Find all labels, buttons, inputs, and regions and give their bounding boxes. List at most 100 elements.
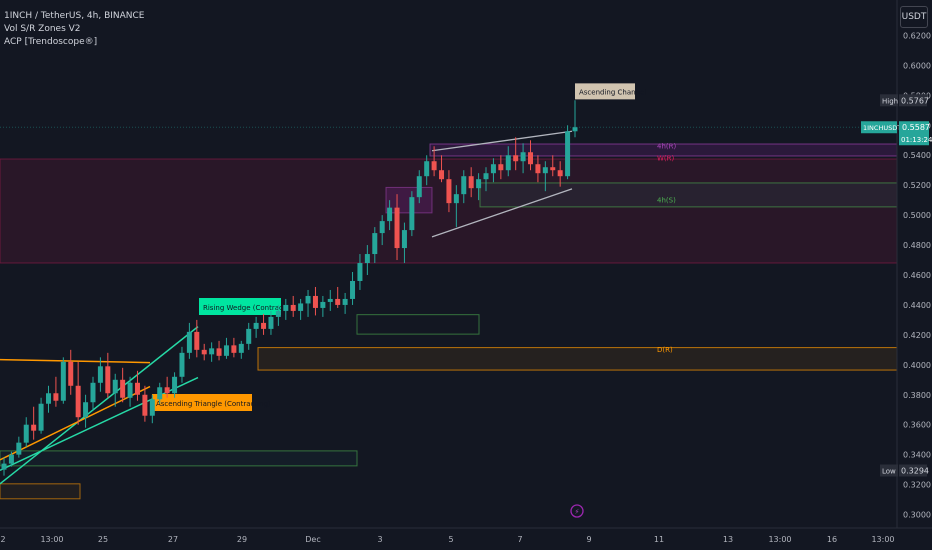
time-tick-label: 11 bbox=[654, 535, 664, 544]
price-tick-label: 0.3400 bbox=[903, 451, 931, 460]
candle-body bbox=[424, 161, 430, 177]
candle bbox=[142, 385, 148, 422]
candle-body bbox=[565, 131, 571, 177]
candle bbox=[60, 357, 66, 404]
candle bbox=[424, 155, 430, 186]
candle bbox=[550, 155, 556, 177]
candle-body bbox=[379, 221, 385, 234]
candle-body bbox=[149, 399, 155, 416]
candle-body bbox=[268, 316, 274, 329]
price-tick-label: 0.3200 bbox=[903, 481, 931, 490]
last-price-value: 0.5587 bbox=[902, 123, 930, 132]
candle-body bbox=[112, 379, 118, 394]
candle-body bbox=[172, 376, 178, 394]
candle bbox=[476, 173, 482, 201]
candle bbox=[105, 352, 111, 398]
candle-body bbox=[60, 361, 66, 401]
candle bbox=[342, 292, 348, 314]
candle-body bbox=[45, 393, 51, 404]
indicator-acp[interactable]: ACP [Trendoscope®] bbox=[4, 37, 98, 47]
candle bbox=[505, 146, 511, 177]
candle-body bbox=[490, 164, 496, 174]
currency-button[interactable]: USDT bbox=[900, 6, 928, 28]
high-label-bg bbox=[880, 94, 898, 107]
candle-body bbox=[505, 155, 511, 171]
label-4h-s: 4h(S) bbox=[657, 196, 676, 204]
candle bbox=[179, 346, 185, 383]
candle-body bbox=[320, 301, 326, 308]
candle bbox=[557, 161, 563, 187]
candle bbox=[23, 417, 29, 448]
candle bbox=[90, 376, 96, 410]
candle-body bbox=[528, 152, 534, 165]
candle-body bbox=[483, 173, 489, 180]
candle bbox=[238, 340, 244, 359]
candle bbox=[535, 155, 541, 183]
candle-body bbox=[38, 403, 44, 431]
symbol-title[interactable]: 1INCH / TetherUS, 4h, BINANCE bbox=[4, 11, 145, 21]
candle bbox=[253, 316, 259, 338]
candle-body bbox=[312, 295, 318, 308]
low-label: Low bbox=[882, 468, 896, 476]
candle bbox=[350, 272, 356, 305]
time-tick-label: 13:00 bbox=[40, 535, 63, 544]
indicator-vol-sr[interactable]: Vol S/R Zones V2 bbox=[4, 24, 81, 34]
symbol-tag-bg bbox=[861, 121, 897, 134]
candle-body bbox=[461, 176, 467, 195]
candle-body bbox=[476, 179, 482, 189]
time-tick-label: 16 bbox=[827, 535, 837, 544]
label-4h-r: 4h(R) bbox=[657, 143, 676, 151]
candle bbox=[357, 254, 363, 290]
candle-body bbox=[142, 394, 148, 416]
candle-body bbox=[350, 280, 356, 299]
candle-body bbox=[16, 442, 22, 455]
candle bbox=[394, 194, 400, 261]
candle bbox=[1, 457, 7, 476]
candle bbox=[431, 146, 437, 177]
candle-body bbox=[335, 298, 341, 305]
box-small bbox=[385, 186, 433, 214]
price-tick-label: 0.6000 bbox=[903, 61, 931, 70]
price-tick-label: 0.3800 bbox=[903, 391, 931, 400]
low-value-bg bbox=[899, 464, 927, 477]
price-tick-label: 0.6200 bbox=[903, 31, 931, 40]
time-tick-label: 13:00 bbox=[768, 535, 791, 544]
candle bbox=[223, 337, 229, 359]
candle bbox=[261, 313, 267, 335]
candle-body bbox=[238, 343, 244, 353]
pattern-lines-layer: Ascending Channel Rising Wedge (Contracti… bbox=[0, 83, 646, 485]
candle bbox=[520, 143, 526, 174]
triangle-label: Ascending Triangle (Contracting) bbox=[156, 400, 271, 408]
candle-body bbox=[253, 322, 259, 329]
time-axis: 2 13:00 25 27 29 Dec 3 5 7 9 11 13 13:00 16 13:00 ⚡ bbox=[0, 504, 932, 544]
candle bbox=[513, 137, 519, 171]
candle-body bbox=[305, 295, 311, 304]
symbol-tag: 1INCHUSDT bbox=[863, 124, 901, 132]
candle-body bbox=[105, 366, 111, 394]
candle bbox=[112, 373, 118, 407]
lightning-icon[interactable] bbox=[570, 504, 584, 518]
candle bbox=[38, 397, 44, 434]
candle bbox=[453, 185, 459, 228]
wedge-label: Rising Wedge (Contracting) bbox=[203, 304, 299, 312]
candle bbox=[127, 376, 133, 407]
candle-body bbox=[275, 310, 281, 317]
candle bbox=[16, 436, 22, 458]
candle-body bbox=[23, 424, 29, 443]
candle bbox=[565, 125, 571, 180]
candle-body bbox=[572, 127, 578, 132]
candle bbox=[468, 167, 474, 198]
time-tick-label: 25 bbox=[98, 535, 108, 544]
candle-body bbox=[31, 424, 37, 431]
price-tick-label: 0.3600 bbox=[903, 421, 931, 430]
candle bbox=[8, 451, 14, 467]
candle-body bbox=[401, 230, 407, 249]
low-value: 0.3294 bbox=[901, 467, 929, 476]
support-box bbox=[356, 314, 480, 335]
candle-body bbox=[364, 254, 370, 264]
candle bbox=[387, 200, 393, 231]
channel-label-bg bbox=[575, 83, 635, 100]
wedge-label-bg bbox=[199, 298, 281, 315]
candle-body bbox=[68, 361, 74, 386]
